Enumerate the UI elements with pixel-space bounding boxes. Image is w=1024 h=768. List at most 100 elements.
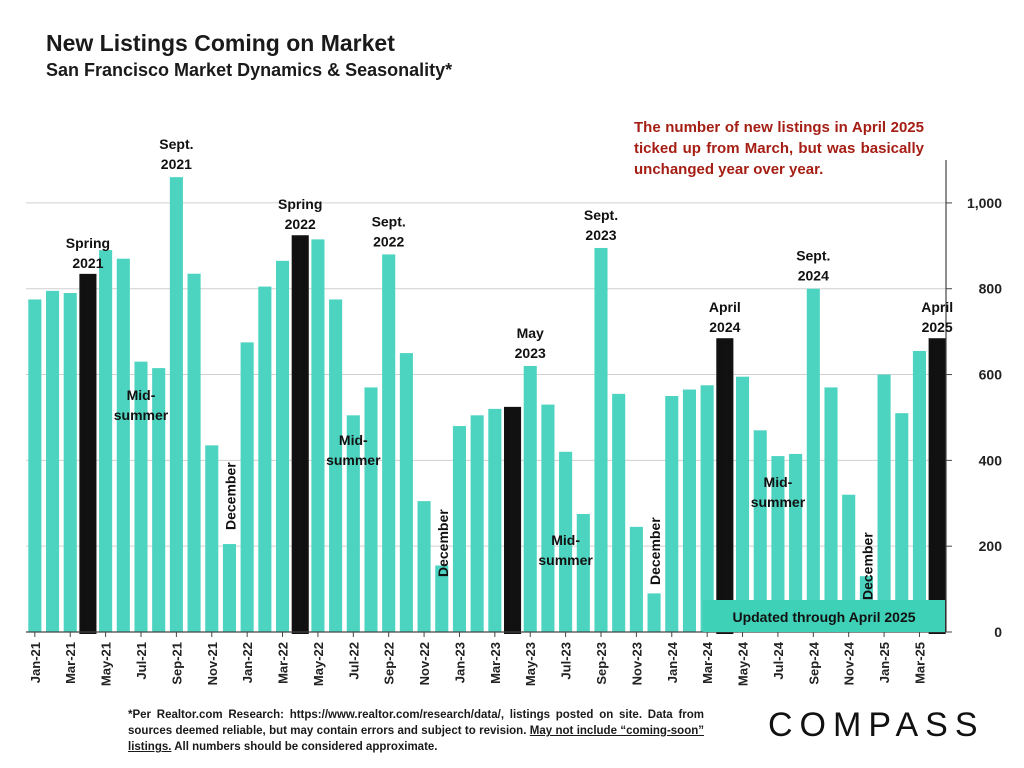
y-tick-label: 600	[979, 367, 1003, 383]
bar-Jan-25	[877, 374, 891, 632]
bar-Mar-23	[488, 408, 502, 632]
y-tick-label: 1,000	[967, 195, 1002, 211]
x-tick-label: Jul-21	[134, 642, 149, 680]
annotation-label: Sept. 2024	[796, 248, 830, 284]
x-tick-label: Sep-21	[169, 642, 184, 685]
annotation-label: April 2025	[921, 299, 953, 335]
x-tick-label: Jul-24	[771, 641, 786, 679]
bar-Feb-24	[682, 389, 697, 632]
bar-Nov-24	[842, 494, 856, 632]
bar-Aug-24	[789, 453, 803, 632]
bar-Oct-23	[612, 393, 626, 632]
updated-label: Updated through April 2025	[732, 609, 915, 625]
x-tick-label: Jul-22	[346, 642, 361, 680]
x-tick-label: Nov-23	[629, 642, 644, 685]
bar-Aug-21	[152, 368, 166, 632]
bar-Feb-21	[45, 290, 60, 632]
bar-highlight-fill	[296, 240, 304, 632]
x-tick-label: Jan-23	[452, 642, 467, 683]
bar-Sep-22	[382, 254, 396, 632]
annotations: Spring 2021 Sept. 2021 Mid-summer December Spr…	[66, 136, 953, 600]
bar-Dec-21	[222, 544, 237, 632]
updated-banner: Updated through April 2025	[703, 600, 945, 632]
bar-Feb-22	[258, 286, 272, 632]
bar-series	[28, 177, 946, 635]
bar-Sep-23	[594, 247, 608, 633]
x-tick-label: Jan-21	[28, 642, 43, 683]
x-tick-label: Nov-21	[205, 642, 220, 685]
footnote: *Per Realtor.com Research: https://www.r…	[128, 707, 704, 755]
bar-Jul-23	[559, 451, 573, 632]
bar-Jan-23	[452, 426, 467, 632]
x-tick-label: Sep-24	[806, 641, 821, 684]
annotation-label: Sept. 2021	[159, 136, 193, 172]
bar-highlight-fill	[84, 278, 92, 632]
x-tick-label: Mar-25	[912, 642, 927, 684]
bar-Nov-22	[417, 501, 431, 632]
callout-text: The number of new listings in April 2025…	[634, 119, 924, 178]
bar-May-21	[99, 250, 113, 633]
bar-Sep-24	[806, 288, 820, 632]
x-tick-label: Jul-23	[559, 642, 574, 680]
annotation-label: Sept. 2023	[584, 207, 618, 243]
annotation-december: December	[435, 509, 451, 577]
bar-Dec-23	[647, 593, 661, 632]
x-tick-label: Jan-24	[665, 641, 680, 683]
bar-highlight-fill	[508, 411, 517, 632]
footnote-part1: *Per Realtor.com Research: https://www.r…	[128, 709, 704, 737]
bar-Feb-23	[470, 415, 484, 632]
annotation-label: April 2024	[709, 299, 741, 335]
annotation-label: Mid-summer	[538, 532, 593, 568]
bar-May-23	[523, 365, 537, 632]
bar-Jan-24	[665, 396, 679, 632]
footnote-part2: May not include “coming-soon” listings.	[128, 725, 705, 753]
bar-Nov-23	[629, 526, 643, 632]
annotation-label: May 2023	[515, 325, 546, 361]
compass-logo: COMPASS	[768, 706, 985, 744]
y-tick-label: 200	[979, 538, 1003, 554]
annotation-label: Spring 2022	[278, 196, 322, 232]
x-tick-label: Nov-24	[842, 641, 857, 685]
footnote-part3: All numbers should be considered approxi…	[171, 741, 438, 753]
y-tick-label: 0	[994, 624, 1002, 640]
y-tick-label: 800	[979, 281, 1003, 297]
bar-Jun-24	[753, 430, 767, 632]
annotation-december: December	[647, 517, 663, 585]
x-tick-label: Mar-21	[63, 642, 78, 684]
annotation-label: Mid-summer	[114, 387, 169, 423]
x-axis-ticks: Jan-21 Mar-21 May-21 Jul-21 Sep-21 Nov-21 Jan-…	[28, 632, 927, 686]
bar-Jun-23	[541, 404, 555, 632]
x-tick-label: Mar-23	[488, 642, 503, 684]
x-tick-label: Sep-23	[594, 642, 609, 685]
x-tick-label: Mar-24	[700, 641, 715, 684]
bar-Oct-21	[187, 273, 201, 632]
bar-highlight-fill	[933, 343, 941, 632]
bar-Feb-25	[895, 413, 909, 632]
bar-Oct-24	[824, 387, 838, 632]
bar-Jan-21	[28, 299, 42, 632]
x-tick-label: Jan-22	[240, 642, 255, 683]
bar-Jun-22	[329, 299, 343, 632]
bar-Sep-21	[169, 177, 183, 632]
annotation-label: Sept. 2022	[372, 213, 406, 249]
bar-Jul-21	[134, 361, 148, 632]
annotation-december: December	[859, 532, 875, 600]
bar-Jun-21	[116, 258, 130, 632]
bar-Dec-22	[435, 565, 449, 632]
bar-Aug-22	[364, 387, 378, 632]
bar-May-24	[735, 376, 750, 632]
chart-title: New Listings Coming on Market	[46, 30, 395, 56]
bar-highlight-fill	[721, 343, 729, 632]
annotation-label: Spring 2021	[66, 235, 110, 271]
x-tick-label: May-22	[311, 642, 326, 686]
annotation-label: Mid-summer	[326, 432, 381, 468]
bar-Jan-22	[240, 342, 254, 632]
x-tick-label: Jan-25	[877, 642, 892, 683]
y-axis-ticks: 0 200 400 600 800 1,000	[946, 195, 1002, 640]
y-tick-label: 400	[979, 452, 1003, 468]
bar-Oct-22	[399, 353, 413, 632]
x-tick-label: Sep-22	[382, 642, 397, 685]
bar-May-22	[311, 239, 325, 632]
bar-Mar-25	[912, 350, 927, 632]
